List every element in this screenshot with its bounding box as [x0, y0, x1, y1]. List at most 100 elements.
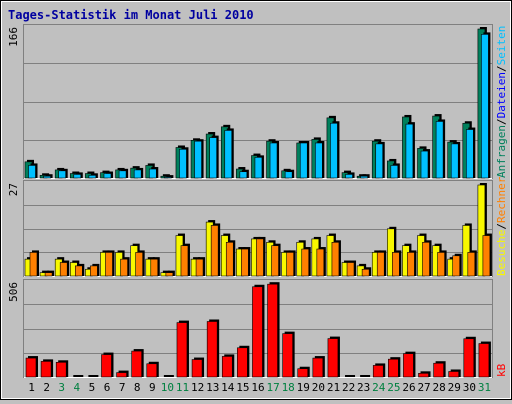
bar-kb-day-9: [146, 361, 159, 378]
x-label-day-12: 12: [191, 381, 204, 394]
bar-rechner-day-8-face: [135, 252, 143, 277]
bar-rechner-day-26-face: [407, 252, 415, 277]
bar-dateien-day-4: [73, 172, 83, 179]
bar-rechner-day-7-face: [120, 258, 128, 277]
bar-kb-day-31-face: [478, 343, 490, 378]
bar-rechner-day-15: [241, 247, 251, 277]
x-label-day-17: 17: [266, 381, 279, 394]
bar-rechner-day-16: [256, 236, 266, 277]
bar-rechner-day-11: [180, 243, 190, 277]
bar-dateien-day-22-face: [345, 174, 353, 179]
bar-rechner-day-24-face: [376, 252, 385, 277]
bar-dateien-day-28-face: [435, 121, 444, 179]
bar-kb-day-30-face: [463, 338, 475, 378]
bar-dateien-day-24-face: [375, 143, 384, 179]
bar-kb-day-12-face: [191, 359, 203, 378]
legend-bottom: kB: [495, 363, 508, 377]
bar-rechner-day-14-face: [225, 241, 234, 277]
bar-dateien-day-14: [224, 128, 234, 179]
bar-dateien-day-3: [58, 168, 68, 179]
bar-rechner-day-28-face: [437, 252, 445, 277]
bar-dateien-day-19-face: [299, 142, 308, 179]
bar-dateien-day-19: [299, 140, 310, 179]
bar-rechner-day-12-face: [195, 258, 204, 277]
bar-dateien-day-18: [284, 169, 295, 179]
bar-rechner-day-29: [452, 253, 462, 277]
bar-kb-day-25-face: [388, 358, 399, 378]
bar-rechner-day-23-face: [361, 268, 370, 277]
bar-kb-day-26-face: [403, 353, 414, 378]
bar-kb-day-28-face: [433, 362, 444, 378]
bar-dateien-day-15-face: [239, 171, 248, 179]
bar-kb-day-24-face: [372, 365, 384, 378]
x-label-day-3: 3: [58, 381, 65, 394]
bar-kb-day-26: [403, 351, 416, 378]
x-label-day-2: 2: [43, 381, 50, 394]
bar-kb-day-29-face: [448, 371, 460, 378]
x-label-day-21: 21: [327, 381, 340, 394]
x-label-day-26: 26: [402, 381, 415, 394]
chart-title: Tages-Statistik im Monat Juli 2010: [8, 8, 254, 22]
bar-dateien-day-4-face: [73, 174, 82, 179]
bar-rechner-day-1: [29, 250, 39, 277]
bar-kb-day-25: [388, 357, 401, 378]
bar-dateien-day-1: [28, 163, 38, 179]
bar-kb-day-15-face: [237, 347, 248, 378]
bar-rechner-day-5: [90, 263, 100, 277]
bar-rechner-day-28: [437, 250, 447, 277]
bar-kb-day-29: [448, 369, 461, 378]
bar-dateien-day-2-face: [43, 175, 51, 179]
bar-dateien-day-11-face: [179, 148, 187, 179]
bar-rechner-day-11-face: [180, 245, 189, 277]
bar-kb-day-16: [252, 284, 265, 378]
bar-kb-day-19: [297, 366, 310, 378]
bar-rechner-day-17: [271, 243, 281, 277]
bar-kb-day-18: [282, 331, 295, 378]
bar-dateien-day-30-face: [466, 129, 474, 179]
bar-dateien-day-10-face: [164, 176, 172, 179]
bar-kb-day-3: [55, 360, 69, 378]
bar-dateien-day-13-face: [209, 137, 217, 179]
bar-kb-day-3-face: [55, 361, 67, 378]
bar-dateien-day-6-face: [103, 173, 112, 179]
bar-rechner-day-23: [361, 267, 372, 277]
bar-dateien-day-23-face: [360, 175, 368, 179]
bar-rechner-day-19-face: [301, 248, 310, 277]
bar-kb-day-7-face: [116, 372, 127, 378]
bar-kb-day-21: [327, 336, 340, 378]
bar-dateien-day-10: [164, 175, 174, 179]
bar-kb-day-8: [131, 349, 144, 378]
y-max-label-1: 166: [7, 27, 20, 47]
bar-kb-day-4: [73, 375, 84, 377]
bar-rechner-day-22: [346, 260, 357, 277]
bar-kb-day-9-face: [146, 363, 158, 378]
bar-kb-day-23-shadow: [360, 375, 371, 377]
bar-dateien-day-31-face: [481, 34, 489, 179]
bar-kb-day-10-shadow: [163, 375, 174, 377]
bar-kb-day-27-face: [418, 373, 429, 378]
y-axis-labels: 166 27 506: [7, 27, 20, 302]
bar-dateien-day-3-face: [58, 170, 66, 179]
bar-dateien-day-9: [148, 167, 159, 179]
bar-dateien-day-12-face: [194, 140, 202, 179]
bar-dateien-day-21: [330, 121, 340, 179]
bar-dateien-day-25-face: [390, 165, 399, 179]
bar-kb-day-4-shadow: [73, 375, 84, 377]
bar-kb-day-11: [176, 320, 189, 378]
legend-item-besuche: Besuche: [495, 230, 508, 276]
bar-rechner-day-20: [316, 247, 326, 277]
y-max-label-3: 506: [7, 282, 20, 302]
bar-kb-day-7: [116, 370, 129, 378]
bar-kb-day-11-face: [176, 322, 188, 378]
bar-rechner-day-21-face: [331, 241, 340, 277]
bar-dateien-day-8-face: [133, 169, 142, 179]
bar-kb-day-21-face: [327, 338, 339, 378]
x-label-day-22: 22: [342, 381, 355, 394]
x-label-day-23: 23: [357, 381, 370, 394]
bar-dateien-day-28: [435, 119, 446, 179]
x-label-day-16: 16: [251, 381, 264, 394]
bar-rechner-day-29-face: [452, 255, 461, 277]
bar-rechner-day-13-face: [210, 225, 219, 277]
bar-kb-day-5-shadow: [88, 375, 99, 377]
legend-item-rechner: Rechner: [495, 176, 508, 223]
